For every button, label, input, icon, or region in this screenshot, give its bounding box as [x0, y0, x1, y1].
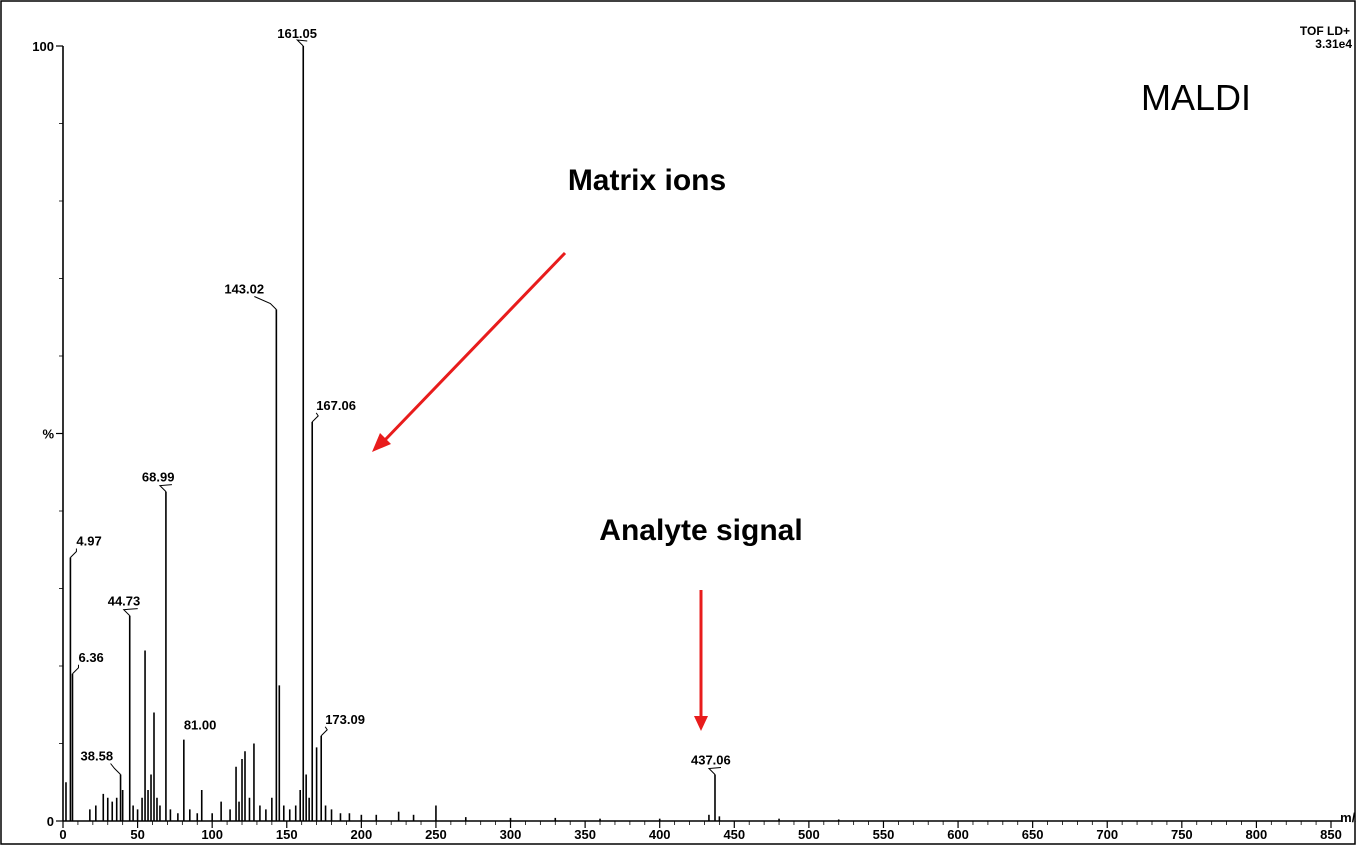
peak-label-6: 143.02 — [224, 282, 264, 297]
x-axis-label: m/z — [1340, 810, 1356, 825]
instrument-label: TOF LD+ — [1300, 24, 1350, 38]
peak-leader-7 — [295, 39, 308, 47]
intensity-label: 3.31e4 — [1315, 37, 1352, 51]
peak-label-9: 173.09 — [325, 712, 365, 727]
peak-label-1: 6.36 — [78, 650, 103, 665]
y-tick-label-2: 100 — [32, 39, 54, 54]
y-tick-label-0: 0 — [47, 814, 54, 829]
peak-leader-8 — [311, 412, 319, 423]
peak-label-3: 44.73 — [108, 594, 141, 609]
peak-series — [65, 46, 840, 821]
x-tick-label-7: 350 — [574, 827, 596, 842]
matrix-ions-arrow — [372, 251, 567, 452]
x-tick-label-12: 600 — [947, 827, 969, 842]
peak-label-4: 68.99 — [142, 470, 175, 485]
x-tick-label-1: 50 — [130, 827, 144, 842]
x-tick-label-0: 0 — [59, 827, 66, 842]
x-tick-label-15: 750 — [1171, 827, 1193, 842]
peak-leader-1 — [72, 664, 79, 675]
x-tick-label-8: 400 — [649, 827, 671, 842]
x-tick-label-2: 100 — [201, 827, 223, 842]
peak-label-7: 161.05 — [277, 26, 317, 41]
matrix-ions-annotation: Matrix ions — [568, 164, 726, 197]
peak-label-2: 38.58 — [81, 749, 114, 764]
peak-leader-2 — [110, 763, 121, 775]
chart-axes: 0 50 100 150 200 250 300 350 400 450 500 550 600 650 7… — [32, 39, 1356, 842]
x-tick-label-13: 650 — [1022, 827, 1044, 842]
peak-label-10: 437.06 — [691, 753, 731, 768]
peak-leader-0 — [70, 548, 77, 558]
x-tick-label-4: 200 — [351, 827, 373, 842]
peak-labels: 4.97 6.36 38.58 44.73 68.99 81.00 143.02 161.05… — [70, 26, 731, 775]
peak-leader-9 — [320, 726, 328, 737]
analyte-signal-annotation: Analyte signal — [599, 514, 802, 547]
x-tick-label-5: 250 — [425, 827, 447, 842]
x-tick-label-9: 450 — [723, 827, 745, 842]
analyte-signal-arrow — [694, 590, 708, 731]
peak-label-0: 4.97 — [76, 534, 101, 549]
x-tick-label-3: 150 — [276, 827, 298, 842]
peak-label-5: 81.00 — [184, 718, 217, 733]
peak-label-8: 167.06 — [316, 398, 356, 413]
peak-leader-6 — [254, 296, 277, 310]
y-tick-label-1: % — [42, 427, 54, 442]
technique-label: MALDI — [1141, 77, 1251, 118]
x-tick-label-16: 800 — [1246, 827, 1268, 842]
peak-leader-4 — [158, 484, 172, 492]
x-tick-label-14: 700 — [1096, 827, 1118, 842]
peak-leader-3 — [122, 608, 138, 616]
x-tick-label-17: 850 — [1320, 827, 1342, 842]
x-tick-label-6: 300 — [500, 827, 522, 842]
x-tick-label-11: 550 — [873, 827, 895, 842]
peak-leader-10 — [707, 767, 722, 775]
x-tick-label-10: 500 — [798, 827, 820, 842]
